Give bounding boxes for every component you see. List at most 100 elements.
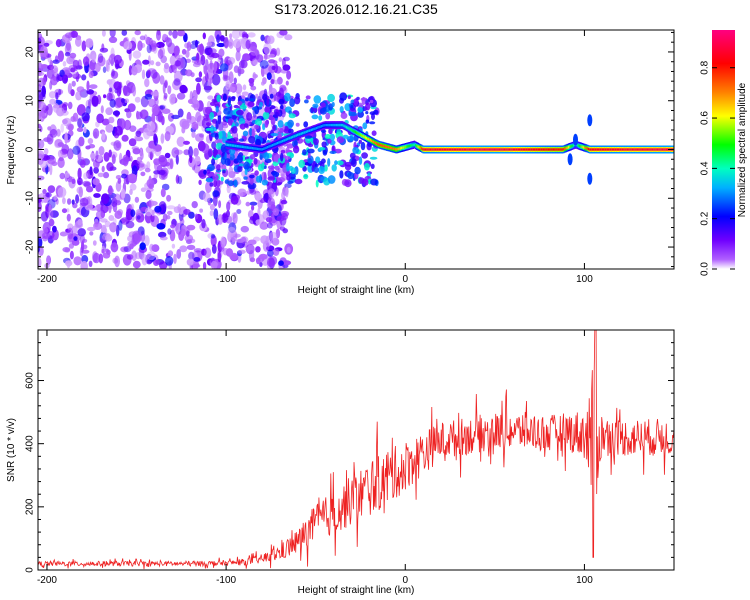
heatmap-noise-cell [38,37,42,45]
heatmap-noise-cell [43,137,52,143]
heatmap-noise-cell [67,83,72,95]
signal-band-core [498,148,501,151]
heatmap-transition-cell [238,118,246,125]
heatmap-noise-cell [218,200,222,209]
heatmap-noise-cell [215,179,221,188]
heatmap-transition-cell [365,119,370,124]
heatmap-transition-cell [266,98,270,106]
signal-band-core [581,145,584,149]
heatmap-noise-cell [71,71,79,78]
signal-band-core [283,139,285,142]
heatmap-noise-cell [82,56,90,67]
y-tick-label: 200 [25,498,36,515]
heatmap-noise-cell [216,34,221,43]
signal-band-core [294,134,297,138]
signal-band-core [362,134,364,138]
heatmap-noise-cell [134,96,141,103]
heatmap-noise-cell [86,80,90,92]
heatmap-noise-cell [123,40,133,51]
heatmap-noise-cell [199,43,204,56]
colorbar: 0.0 0.2 0.4 0.6 0.8 Normalized spectral ampl… [700,30,748,276]
heatmap-noise-cell [52,59,60,64]
signal-band-core [492,148,495,151]
heatmap-noise-cell [98,146,105,156]
heatmap-transition-cell [303,173,309,180]
signal-band-core [419,146,422,150]
heatmap-noise-cell [175,222,183,235]
heatmap-noise-cell [85,38,94,48]
snr-x-axis: -200 -100 0 100 [37,330,593,586]
heatmap-noise-cell [76,127,84,132]
heatmap-noise-cell [144,167,151,173]
signal-band-core [585,147,587,150]
heatmap-transition-cell [302,149,307,156]
heatmap-noise-cell [123,246,132,253]
heatmap-noise-cell [286,70,292,80]
signal-band-core [288,137,290,140]
signal-band-core [443,148,446,151]
heatmap-transition-cell [347,95,351,100]
heatmap-noise-cell [228,71,234,84]
heatmap-transition-cell [237,100,243,106]
signal-band-core [433,148,436,151]
signal-band-core [480,148,482,151]
heatmap-noise-cell [75,194,80,204]
heatmap-transition-cell [213,148,218,157]
heatmap-noise-cell [102,198,109,205]
signal-band-core [650,148,653,151]
heatmap-noise-cell [93,167,99,174]
heatmap-noise-cell [142,127,151,140]
signal-band-core [571,144,574,148]
heatmap-noise-cell [39,110,45,122]
heatmap-noise-cell [147,69,151,78]
heatmap-noise-cell [66,208,70,213]
heatmap-transition-cell [278,98,285,105]
heatmap-noise-cell [59,172,66,180]
heatmap-noise-cell [193,257,201,262]
signal-band-core [551,148,554,151]
heatmap-transition-cell [249,174,255,179]
heatmap-noise-cell [155,114,163,122]
heatmap-noise-cell [191,131,196,138]
heatmap-noise-cell [259,60,269,69]
heatmap-noise-cell [171,114,180,120]
heatmap-noise-cell [275,91,282,97]
heatmap-noise-cell [42,155,51,160]
heatmap-noise-cell [39,160,48,169]
heatmap-noise-cell [144,207,153,217]
heatmap-noise-cell [88,98,92,110]
heatmap-noise-cell [101,248,105,254]
heatmap-noise-cell [118,220,123,231]
signal-band-core [352,129,354,132]
heatmap-noise-cell [262,77,267,85]
heatmap-transition-cell [258,163,265,172]
heatmap-noise-cell [209,210,214,217]
heatmap-noise-cell [268,53,275,58]
heatmap-transition-cell [325,112,331,120]
heatmap-noise-cell [193,248,203,253]
heatmap-transition-cell [215,154,222,159]
heatmap-noise-cell [174,54,181,60]
signal-band-core [481,148,483,151]
heatmap-transition-cell [307,143,314,148]
heatmap-transition-cell [311,114,319,120]
y-tick-label: 400 [25,435,36,452]
x-tick-label: -200 [37,274,57,285]
heatmap-noise-cell [226,201,231,212]
signal-band-core [248,146,250,149]
signal-band-core [354,130,357,134]
heatmap-noise-cell [134,231,142,243]
heatmap-noise-cell [167,210,173,216]
signal-band-core [529,148,531,151]
signal-band-core [244,146,246,149]
y-tick-label: -20 [25,239,36,254]
heatmap-noise-cell [126,110,132,119]
signal-band-core [591,148,594,151]
heatmap-noise-cell [62,61,67,67]
heatmap-noise-cell [124,98,130,104]
signal-band-core [377,143,379,146]
signal-band-core [256,147,259,151]
heatmap-transition-cell [227,180,234,187]
heatmap-noise-cell [258,253,268,260]
heatmap-noise-cell [77,167,82,180]
